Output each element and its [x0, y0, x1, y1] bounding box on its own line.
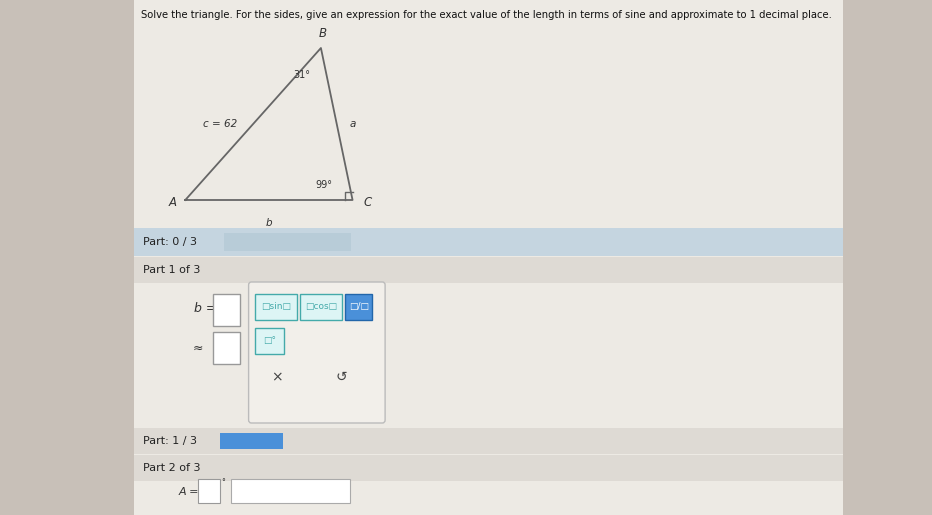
FancyBboxPatch shape: [213, 332, 240, 364]
Text: □cos□: □cos□: [305, 302, 337, 312]
Text: Part: 1 / 3: Part: 1 / 3: [143, 436, 197, 446]
FancyBboxPatch shape: [134, 283, 843, 428]
Text: □sin□: □sin□: [261, 302, 291, 312]
Text: Part 1 of 3: Part 1 of 3: [143, 265, 200, 275]
Text: 31°: 31°: [293, 70, 310, 80]
Text: b =: b =: [195, 301, 217, 315]
Text: ↺: ↺: [336, 370, 348, 384]
FancyBboxPatch shape: [300, 294, 342, 320]
FancyBboxPatch shape: [213, 294, 240, 326]
FancyBboxPatch shape: [230, 479, 350, 503]
FancyBboxPatch shape: [249, 282, 385, 423]
Text: A: A: [169, 196, 176, 209]
FancyBboxPatch shape: [255, 294, 296, 320]
Text: B: B: [319, 27, 327, 40]
FancyBboxPatch shape: [346, 294, 373, 320]
Text: °: °: [222, 478, 226, 487]
Text: b: b: [266, 218, 272, 228]
Text: Solve the triangle. For the sides, give an expression for the exact value of the: Solve the triangle. For the sides, give …: [141, 10, 832, 20]
Text: □°: □°: [263, 336, 276, 346]
Text: Part 2 of 3: Part 2 of 3: [143, 463, 200, 473]
FancyBboxPatch shape: [255, 328, 284, 354]
Text: C: C: [363, 196, 372, 209]
FancyBboxPatch shape: [198, 479, 220, 503]
Text: c = 62: c = 62: [202, 119, 237, 129]
FancyBboxPatch shape: [225, 233, 350, 251]
FancyBboxPatch shape: [220, 433, 283, 449]
FancyBboxPatch shape: [134, 228, 843, 256]
FancyBboxPatch shape: [134, 257, 843, 283]
FancyBboxPatch shape: [134, 428, 843, 454]
Text: □/□: □/□: [349, 302, 369, 312]
Text: 99°: 99°: [316, 180, 333, 190]
FancyBboxPatch shape: [134, 0, 843, 515]
Text: ≈: ≈: [193, 341, 203, 354]
Text: a: a: [350, 119, 356, 129]
Text: A =: A =: [179, 487, 199, 497]
Text: ×: ×: [271, 370, 282, 384]
Text: Part: 0 / 3: Part: 0 / 3: [143, 237, 197, 247]
FancyBboxPatch shape: [134, 455, 843, 481]
